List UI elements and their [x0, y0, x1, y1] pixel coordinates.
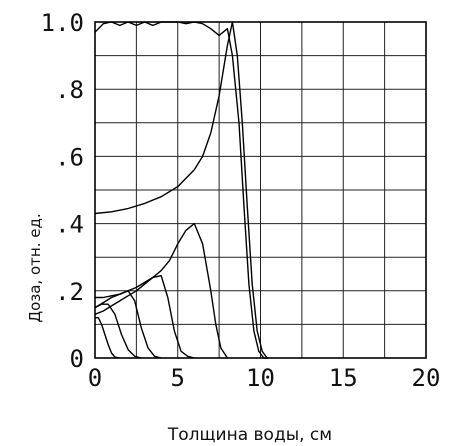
dose-curve-5: [94, 290, 162, 359]
x-axis-label: Толщина воды, см: [167, 425, 332, 445]
y-tick-labels: 0 .2 .4 .6 .8 1.0: [41, 9, 84, 373]
x-tick-label: 0: [88, 364, 102, 392]
dose-curve-6: [94, 303, 142, 359]
dose-curve-2: [94, 21, 268, 359]
x-tick-label: 15: [329, 364, 358, 392]
y-tick-label: .2: [55, 278, 84, 306]
x-tick-label: 10: [246, 364, 275, 392]
y-axis-label: Доза, отн. ед.: [26, 213, 44, 322]
dose-curve-7: [95, 317, 120, 359]
plot-frame: [94, 21, 427, 359]
series-group: [94, 21, 269, 359]
x-tick-labels: 0 5 10 15 20: [88, 364, 441, 392]
x-tick-label: 5: [171, 364, 185, 392]
y-tick-label: .4: [55, 211, 84, 239]
grid: [95, 22, 426, 358]
y-tick-label: .8: [55, 76, 84, 104]
y-tick-label: 1.0: [41, 9, 84, 37]
y-tick-label: 0: [70, 345, 84, 373]
y-tick-label: .6: [55, 143, 84, 171]
x-tick-label: 20: [412, 364, 441, 392]
dose-curve-1: [94, 21, 269, 359]
dose-curve-4: [94, 275, 195, 359]
